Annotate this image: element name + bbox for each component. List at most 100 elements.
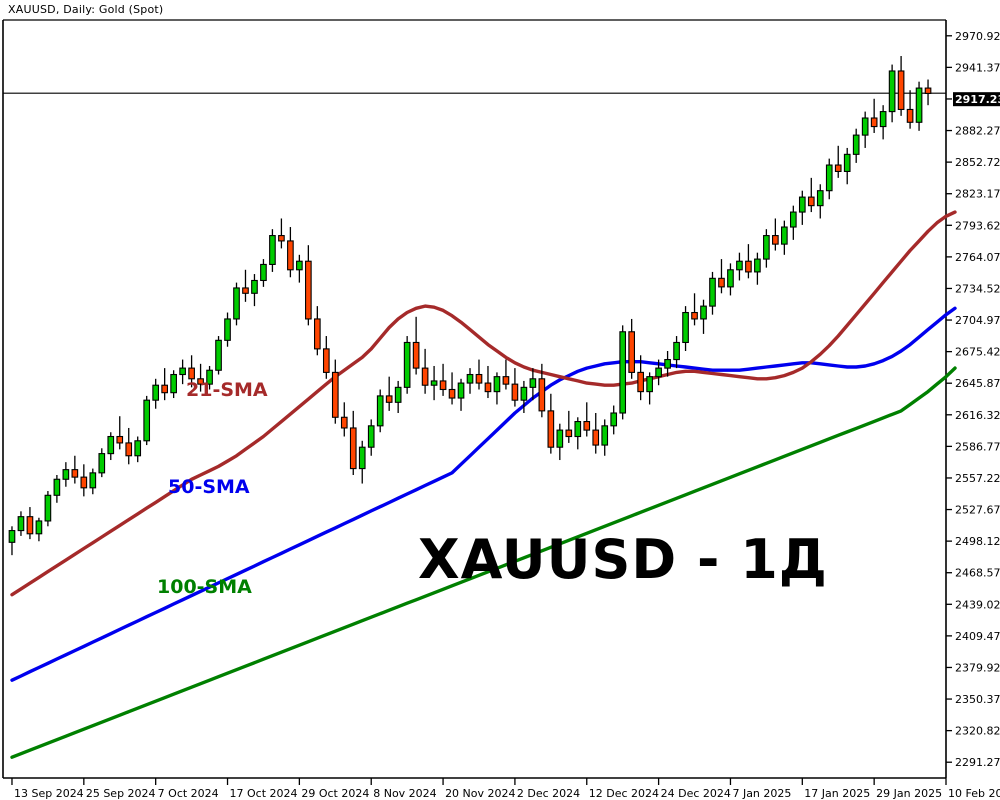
candle-body (8, 530, 16, 543)
candle (134, 436, 142, 463)
candle-body (260, 263, 267, 282)
candle-body (71, 469, 79, 478)
price-tick-label: 2793.62 (955, 219, 1000, 232)
candle (179, 359, 186, 385)
date-tick-label: 24 Dec 2024 (661, 787, 731, 800)
candle (305, 245, 312, 326)
price-tick-label: 2468.57 (955, 567, 1000, 580)
candle (700, 299, 707, 334)
candle (754, 252, 761, 285)
candle (269, 229, 276, 272)
candle-body (745, 260, 752, 273)
candle (727, 263, 734, 296)
candle-body (673, 341, 680, 361)
price-axis[interactable]: 2970.922941.372911.822882.272852.722823.… (946, 30, 1000, 769)
candle (44, 491, 52, 527)
candle (772, 218, 779, 251)
candle-body (17, 516, 25, 532)
price-badge-bg (953, 92, 1000, 107)
candle (718, 259, 725, 294)
candle-body (430, 380, 438, 386)
candle (278, 218, 285, 249)
candle-body (655, 367, 662, 378)
date-tick-label: 8 Nov 2024 (373, 787, 436, 800)
price-tick-label: 2320.82 (955, 725, 1000, 738)
date-tick-label: 2 Dec 2024 (517, 787, 580, 800)
candle (358, 440, 366, 484)
candle-body (349, 427, 357, 470)
candle-body (529, 378, 537, 388)
candle (870, 98, 878, 133)
candle (861, 111, 869, 148)
candle (296, 254, 303, 283)
candle-body (736, 260, 743, 271)
sma100-line (10, 366, 957, 759)
candle (421, 348, 429, 394)
candle-body (134, 440, 142, 457)
candle (89, 468, 97, 495)
chart-frame (2, 19, 947, 779)
candle (197, 363, 204, 392)
price-tick-label: 2379.92 (955, 661, 1000, 674)
candle-body (520, 386, 528, 401)
candle (71, 455, 79, 484)
candle-body (807, 196, 815, 207)
candle (439, 363, 447, 396)
date-axis[interactable]: 13 Sep 2024 25 Sep 2024 7 Oct 2024 17 Oct 2… (11, 778, 1000, 800)
candle (502, 359, 510, 390)
candle (188, 355, 195, 388)
candle-body (161, 384, 168, 394)
candle (888, 64, 896, 123)
candle (834, 145, 842, 178)
candle-body (412, 341, 420, 369)
candle (736, 252, 743, 281)
candle-body (700, 305, 707, 320)
candle (646, 372, 653, 405)
candle-body (170, 373, 177, 394)
sma100-label: 100-SMA (157, 576, 252, 598)
candle (879, 105, 887, 140)
candle (628, 318, 636, 379)
candle (547, 393, 555, 454)
price-tick-label: 2882.27 (955, 125, 1000, 138)
candle (520, 380, 528, 414)
candle (798, 190, 806, 225)
candle (143, 395, 151, 446)
candle (224, 312, 231, 347)
candle-body (269, 235, 276, 265)
candle (745, 244, 752, 279)
candle (789, 205, 797, 240)
candle (17, 511, 25, 536)
candle (385, 376, 393, 411)
candle (53, 474, 61, 503)
candle-body (394, 386, 402, 403)
price-tick-label: 2675.42 (955, 346, 1000, 359)
current-price-badge: 2917.23 (953, 92, 1000, 107)
price-tick-label: 2291.27 (955, 756, 1000, 769)
candle-body (331, 371, 339, 418)
candle (475, 359, 483, 390)
candle-body (26, 516, 34, 535)
sma21-path (10, 210, 957, 597)
date-tick-label: 17 Oct 2024 (230, 787, 298, 800)
candle (763, 229, 770, 268)
candle-body (574, 421, 582, 438)
candle (897, 56, 905, 116)
candle-body (251, 279, 258, 294)
date-tick-label: 29 Jan 2025 (876, 787, 942, 800)
price-tick-label: 2616.32 (955, 409, 1000, 422)
candle (484, 365, 492, 399)
candle-body (322, 348, 330, 373)
candle (98, 448, 106, 478)
candle-body (188, 367, 195, 380)
candle-body (278, 235, 285, 242)
candle-body (475, 373, 483, 384)
candle (448, 372, 456, 405)
candle (583, 402, 591, 437)
candle-body (439, 380, 447, 391)
candle (62, 462, 70, 487)
candle (349, 410, 357, 475)
price-tick-label: 2645.87 (955, 377, 1000, 390)
candle-body (664, 359, 671, 369)
